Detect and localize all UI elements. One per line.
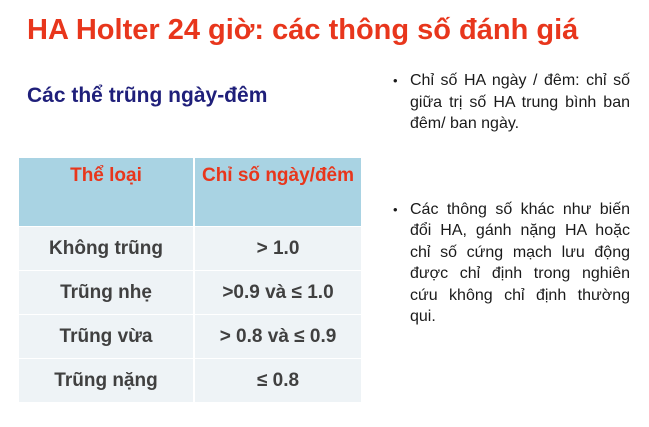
ratio-cell: > 0.8 và ≤ 0.9 — [195, 314, 361, 358]
ratio-cell: >0.9 và ≤ 1.0 — [195, 270, 361, 314]
column-header-ratio: Chỉ số ngày/đêm — [195, 158, 361, 226]
bullet-dot-icon: • — [393, 201, 398, 217]
bullet-item: • Chỉ số HA ngày / đêm: chỉ số giữa trị … — [386, 70, 630, 135]
ratio-cell: > 1.0 — [195, 226, 361, 270]
category-cell: Không trũng — [19, 226, 195, 270]
bullet-item: • Các thông số khác như biến đổi HA, gán… — [386, 199, 630, 328]
category-cell: Trũng nặng — [19, 358, 195, 402]
table-header-row: Thể loại Chỉ số ngày/đêm — [19, 158, 361, 226]
table-row: Trũng vừa > 0.8 và ≤ 0.9 — [19, 314, 361, 358]
bullet-list: • Chỉ số HA ngày / đêm: chỉ số giữa trị … — [386, 70, 630, 328]
dipping-types-table: Thể loại Chỉ số ngày/đêm Không trũng > 1… — [19, 158, 361, 402]
bullet-text: Chỉ số HA ngày / đêm: chỉ số giữa trị số… — [410, 72, 630, 132]
slide-title: HA Holter 24 giờ: các thông số đánh giá — [27, 14, 579, 46]
section-subtitle: Các thể trũng ngày-đêm — [27, 84, 268, 107]
category-cell: Trũng nhẹ — [19, 270, 195, 314]
bullet-dot-icon: • — [393, 73, 398, 88]
category-cell: Trũng vừa — [19, 314, 195, 358]
table-row: Trũng nặng ≤ 0.8 — [19, 358, 361, 402]
ratio-cell: ≤ 0.8 — [195, 358, 361, 402]
table-row: Không trũng > 1.0 — [19, 226, 361, 270]
table-row: Trũng nhẹ >0.9 và ≤ 1.0 — [19, 270, 361, 314]
bullet-text: Các thông số khác như biến đổi HA, gánh … — [410, 200, 630, 326]
column-header-category: Thể loại — [19, 158, 195, 226]
